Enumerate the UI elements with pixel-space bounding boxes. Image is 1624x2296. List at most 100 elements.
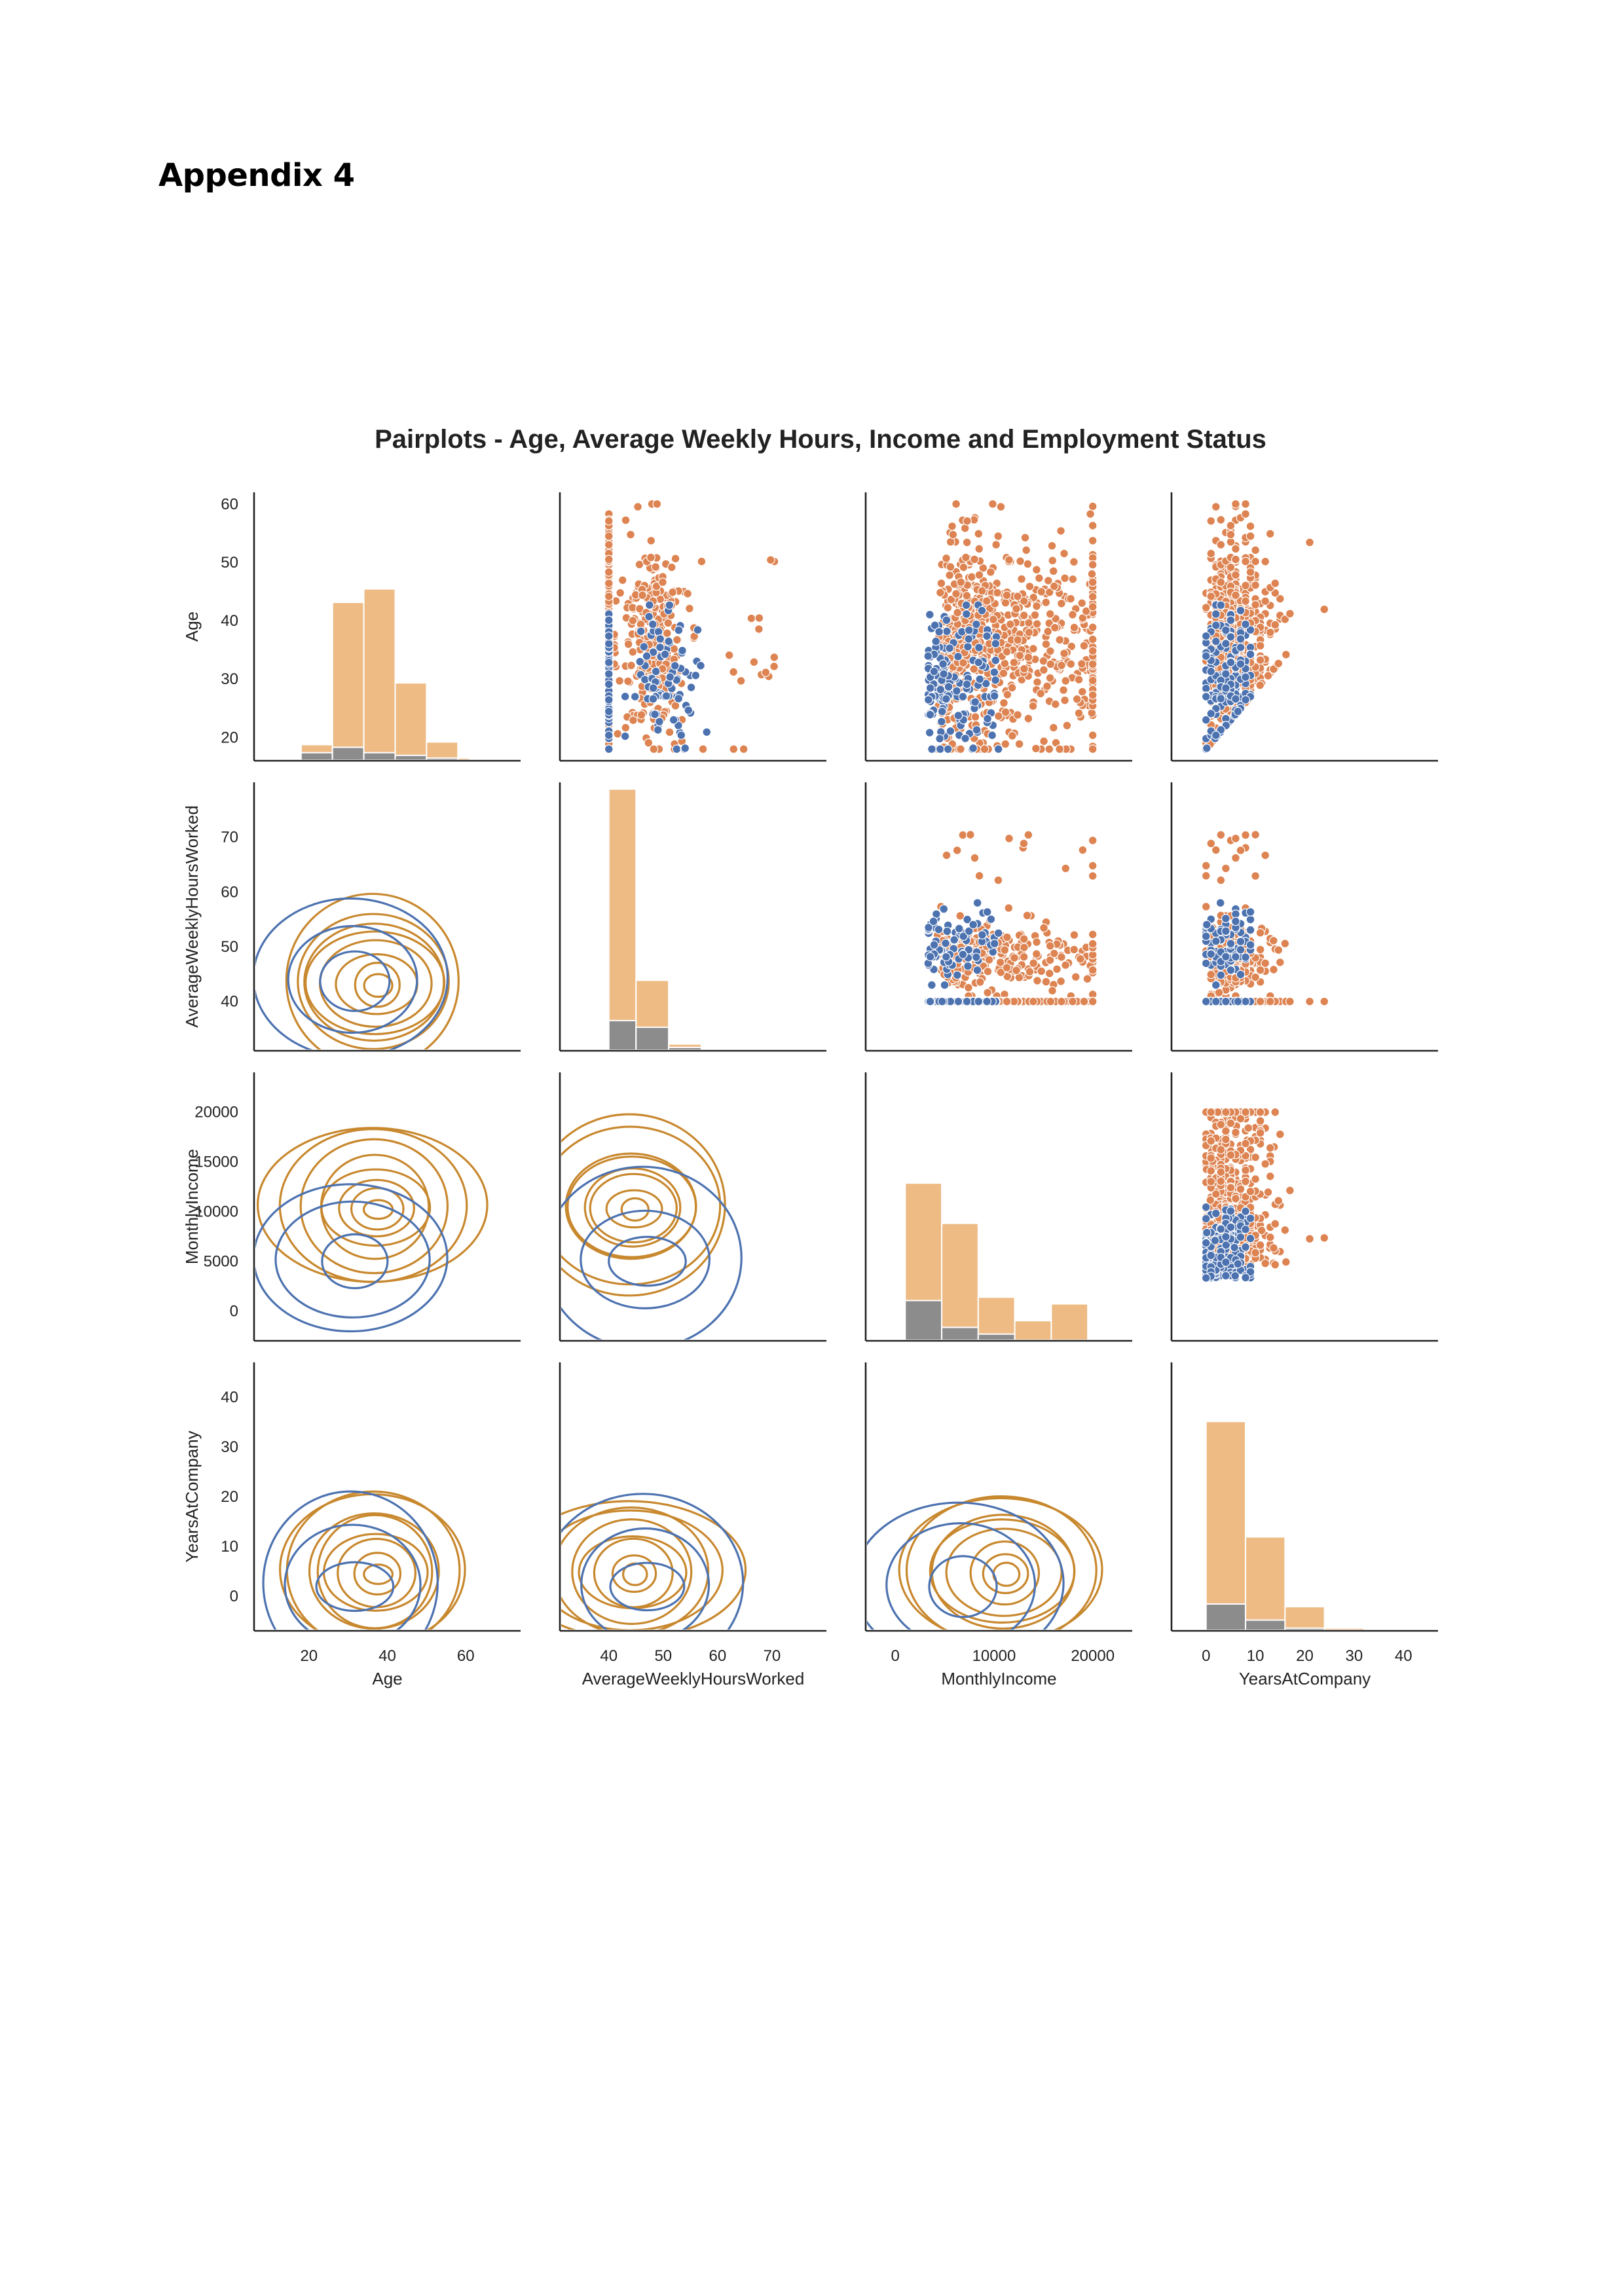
scatter-point: [1057, 661, 1066, 670]
scatter-point: [1088, 592, 1098, 602]
scatter-point: [1078, 845, 1088, 855]
scatter-point: [982, 596, 991, 606]
kde-contour: [583, 1167, 682, 1248]
histogram-bar: [1050, 1303, 1089, 1339]
scatter-point: [1231, 917, 1240, 926]
scatter-point: [972, 725, 982, 735]
scatter-point: [604, 731, 614, 740]
scatter-point: [1048, 723, 1058, 733]
scatter-point: [1216, 515, 1226, 524]
scatter-point: [1280, 615, 1290, 624]
scatter-point: [1087, 569, 1097, 579]
scatter-point: [952, 686, 961, 696]
scatter-point: [1055, 635, 1065, 645]
scatter-point: [754, 624, 764, 634]
scatter-point: [724, 650, 734, 660]
scatter-point: [604, 579, 614, 588]
scatter-point: [1261, 596, 1270, 606]
y-tick-label: 60: [221, 496, 238, 513]
histogram-bar: [426, 741, 459, 759]
scatter-point: [1016, 556, 1025, 566]
kde-contour: [561, 1113, 726, 1297]
scatter-point: [604, 532, 614, 541]
kde-contour: [299, 1138, 449, 1275]
y-tick-label: 50: [221, 938, 238, 956]
scatter-point: [1002, 591, 1012, 600]
scatter-point: [635, 657, 645, 666]
scatter-point: [1236, 937, 1246, 947]
scatter-point: [999, 668, 1008, 678]
appendix-heading: Appendix 4: [158, 157, 355, 194]
histogram-bar: [331, 602, 365, 759]
kde-contour: [354, 962, 401, 1008]
scatter-point: [620, 731, 630, 741]
scatter-point: [964, 625, 974, 635]
scatter-point: [959, 562, 969, 572]
panel-monthly-income-vs-years-at-company: [1170, 1072, 1438, 1342]
scatter-point: [1041, 977, 1051, 987]
y-tick-label: 50: [221, 554, 238, 572]
panel-monthly-income-vs-average-weekly-hours-worked: [559, 1072, 826, 1342]
scatter-point: [934, 627, 944, 636]
scatter-point: [1023, 559, 1033, 569]
scatter-point: [766, 555, 775, 565]
kde-contour: [303, 922, 445, 1042]
scatter-point: [1211, 1189, 1221, 1199]
scatter-point: [1216, 970, 1226, 980]
scatter-point: [1081, 606, 1091, 616]
scatter-point: [628, 616, 638, 625]
scatter-point: [1255, 1128, 1265, 1138]
scatter-point: [1221, 952, 1230, 962]
scatter-point: [943, 603, 953, 613]
scatter-point: [983, 988, 993, 998]
scatter-point: [1017, 574, 1026, 584]
scatter-point: [665, 727, 674, 737]
scatter-point: [1268, 936, 1278, 945]
y-tick-label: 20000: [194, 1104, 238, 1121]
histogram-bar-left: [941, 1326, 979, 1339]
scatter-point: [1201, 932, 1211, 941]
kde-contour: [561, 1125, 722, 1286]
scatter-point: [1068, 574, 1078, 584]
scatter-point: [1246, 625, 1255, 635]
scatter-point: [604, 540, 614, 549]
scatter-point: [1088, 560, 1098, 570]
scatter-point: [1221, 926, 1230, 936]
scatter-point: [1045, 609, 1055, 619]
panel-average-weekly-hours-worked-vs-average-weekly-hours-worked: [559, 782, 826, 1052]
scatter-point: [651, 666, 661, 676]
kde-contour: [350, 1187, 405, 1231]
scatter-point: [1039, 665, 1048, 675]
panel-age-vs-average-weekly-hours-worked: [559, 492, 826, 762]
scatter-point: [1246, 940, 1255, 950]
scatter-point: [993, 875, 1003, 885]
scatter-point: [696, 661, 705, 670]
scatter-point: [951, 499, 961, 509]
scatter-point: [1066, 594, 1076, 604]
scatter-point: [644, 611, 654, 621]
scatter-point: [1045, 673, 1055, 683]
scatter-point: [1069, 557, 1079, 567]
scatter-point: [1201, 651, 1211, 661]
scatter-point: [993, 744, 1003, 754]
kde-contour: [321, 1233, 389, 1290]
scatter-point: [1285, 996, 1295, 1006]
scatter-point: [644, 738, 654, 748]
scatter-point: [1251, 556, 1261, 566]
scatter-point: [1211, 502, 1221, 511]
scatter-point: [1236, 970, 1246, 979]
scatter-point: [923, 651, 933, 661]
scatter-point: [925, 996, 935, 1006]
y-tick-label: 40: [221, 993, 238, 1011]
scatter-point: [616, 588, 625, 598]
scatter-point: [1261, 850, 1270, 860]
scatter-point: [943, 744, 953, 754]
scatter-point: [693, 625, 703, 635]
scatter-point: [686, 683, 696, 692]
panel-marks: [1201, 1107, 1329, 1283]
scatter-point: [923, 695, 933, 704]
scatter-point: [1281, 649, 1291, 659]
scatter-point: [941, 694, 951, 704]
scatter-point: [1206, 592, 1216, 601]
